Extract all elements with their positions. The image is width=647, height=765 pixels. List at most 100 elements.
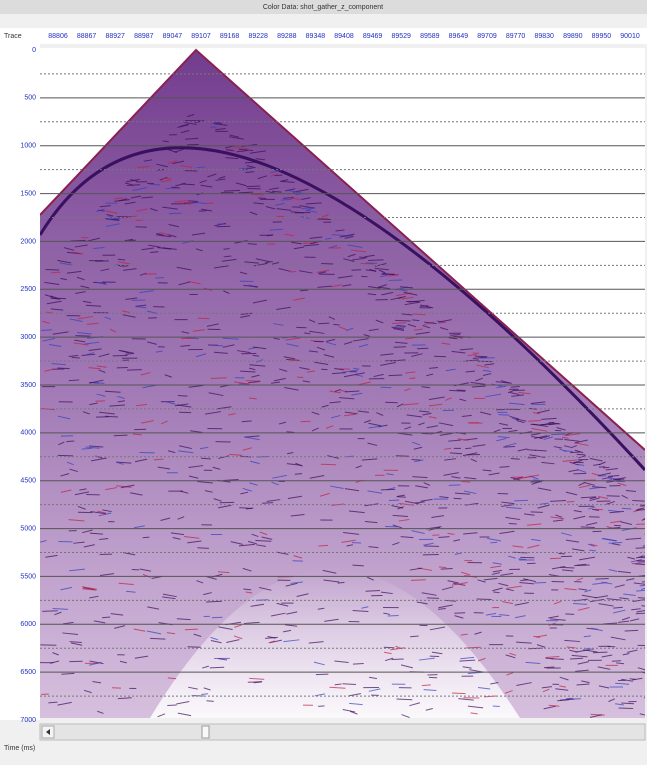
trace-number: 89709	[477, 33, 497, 40]
texture-stroke	[395, 320, 411, 321]
trace-number: 89649	[449, 33, 469, 40]
time-axis-label: Time (ms)	[4, 745, 35, 752]
time-tick-label: 7000	[20, 717, 36, 724]
texture-stroke	[551, 659, 564, 660]
texture-stroke	[239, 192, 253, 193]
trace-number: 89469	[363, 33, 383, 40]
time-tick-label: 500	[24, 95, 36, 102]
texture-stroke	[224, 190, 240, 191]
texture-stroke	[509, 523, 517, 524]
window-title: Color Data: shot_gather_z_component	[263, 4, 383, 11]
texture-stroke	[216, 123, 222, 124]
texture-stroke	[71, 240, 86, 241]
texture-stroke	[411, 580, 426, 581]
texture-stroke	[413, 314, 425, 315]
texture-stroke	[551, 434, 565, 435]
texture-stroke	[412, 320, 419, 321]
texture-stroke	[272, 191, 281, 192]
texture-stroke	[246, 172, 255, 173]
time-tick-label: 1500	[20, 190, 36, 197]
trace-number: 89348	[306, 33, 326, 40]
scrollbar[interactable]	[40, 724, 645, 740]
trace-number: 89890	[563, 33, 583, 40]
trace-number: 89228	[248, 33, 268, 40]
texture-stroke	[295, 474, 302, 475]
texture-stroke	[46, 270, 60, 271]
time-tick-label: 2000	[20, 238, 36, 245]
time-tick-label: 6500	[20, 669, 36, 676]
texture-stroke	[245, 162, 256, 163]
texture-stroke	[603, 467, 609, 468]
trace-number: 90010	[620, 33, 640, 40]
texture-stroke	[210, 667, 224, 668]
texture-stroke	[333, 324, 339, 325]
texture-stroke	[258, 198, 266, 199]
trace-label: Trace	[4, 33, 22, 40]
texture-stroke	[353, 565, 364, 566]
texture-stroke	[441, 569, 453, 570]
texture-stroke	[384, 647, 395, 648]
texture-stroke	[368, 260, 383, 261]
trace-number: 88867	[77, 33, 97, 40]
texture-stroke	[612, 661, 621, 662]
seismic-viewer: Color Data: shot_gather_z_component Trac…	[0, 0, 647, 760]
trace-number: 89288	[277, 33, 297, 40]
texture-stroke	[197, 548, 209, 549]
texture-stroke	[535, 582, 546, 583]
time-tick-label: 1000	[20, 143, 36, 150]
time-tick-label: 5000	[20, 525, 36, 532]
texture-stroke	[178, 395, 188, 396]
time-tick-label: 3000	[20, 334, 36, 341]
texture-stroke	[58, 455, 73, 456]
texture-stroke	[449, 485, 460, 486]
trace-number: 89830	[534, 33, 554, 40]
texture-stroke	[290, 271, 296, 272]
time-tick-label: 6000	[20, 621, 36, 628]
texture-stroke	[188, 647, 201, 648]
texture-stroke	[461, 481, 470, 482]
texture-stroke	[57, 368, 69, 369]
texture-stroke	[625, 630, 639, 631]
texture-stroke	[465, 448, 471, 449]
texture-stroke	[187, 144, 199, 145]
texture-stroke	[420, 306, 428, 307]
texture-stroke	[217, 226, 231, 227]
texture-stroke	[581, 527, 595, 528]
trace-number: 89950	[592, 33, 612, 40]
texture-stroke	[392, 323, 406, 324]
texture-stroke	[72, 357, 80, 358]
texture-stroke	[255, 541, 271, 542]
texture-stroke	[574, 565, 590, 566]
texture-stroke	[389, 500, 399, 501]
texture-stroke	[181, 338, 195, 339]
trace-number: 89107	[191, 33, 211, 40]
texture-stroke	[318, 323, 329, 324]
texture-stroke	[248, 244, 257, 245]
texture-stroke	[638, 598, 646, 599]
time-tick-label: 2500	[20, 286, 36, 293]
texture-stroke	[201, 458, 211, 459]
texture-stroke	[246, 186, 260, 187]
texture-stroke	[570, 452, 581, 453]
trace-number: 88927	[105, 33, 125, 40]
texture-stroke	[353, 663, 364, 664]
texture-stroke	[593, 652, 608, 653]
texture-stroke	[197, 167, 206, 168]
texture-stroke	[454, 613, 465, 614]
trace-number: 89047	[163, 33, 183, 40]
texture-stroke	[434, 356, 446, 357]
texture-stroke	[498, 415, 509, 416]
texture-stroke	[321, 263, 333, 264]
texture-stroke	[503, 446, 515, 447]
trace-number: 89168	[220, 33, 240, 40]
trace-number: 89770	[506, 33, 526, 40]
texture-stroke	[558, 553, 565, 554]
texture-stroke	[185, 629, 198, 630]
time-tick-label: 0	[32, 47, 36, 54]
texture-stroke	[392, 659, 404, 660]
texture-stroke	[114, 435, 128, 436]
trace-number: 89589	[420, 33, 440, 40]
scroll-thumb[interactable]	[202, 726, 209, 738]
texture-stroke	[198, 318, 210, 319]
texture-stroke	[388, 615, 399, 616]
